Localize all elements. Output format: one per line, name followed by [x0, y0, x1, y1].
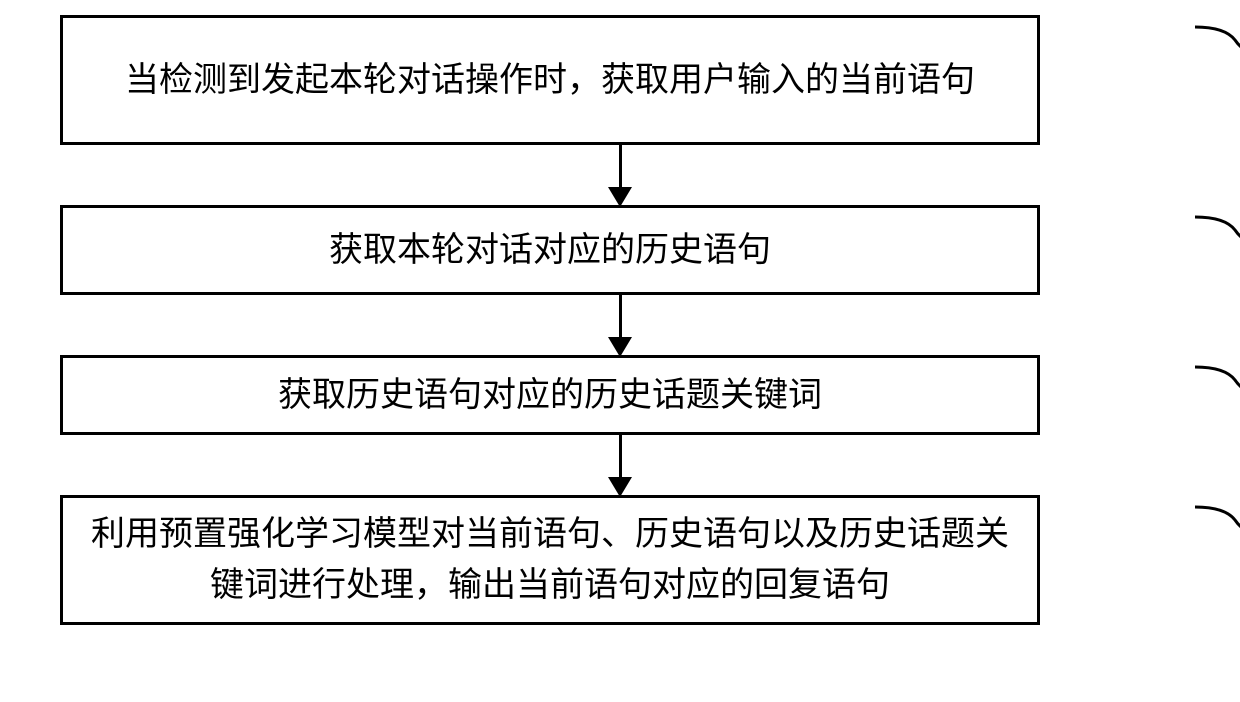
flow-step-3: 获取历史语句对应的历史话题关键词 [60, 355, 1040, 435]
flow-step-4-text: 利用预置强化学习模型对当前语句、历史语句以及历史话题关键词进行处理，输出当前语句… [83, 509, 1017, 611]
step-label-2: 102 [1195, 205, 1240, 255]
flow-step-2-text: 获取本轮对话对应的历史语句 [329, 225, 771, 276]
step-label-4: 104 [1195, 495, 1240, 545]
arrow-2-3 [60, 295, 1180, 355]
step-label-1: 101 [1195, 15, 1240, 65]
curve-connector-icon [1195, 205, 1240, 255]
flow-step-1: 当检测到发起本轮对话操作时，获取用户输入的当前语句 [60, 15, 1040, 145]
flow-step-1-text: 当检测到发起本轮对话操作时，获取用户输入的当前语句 [125, 55, 975, 106]
curve-connector-icon [1195, 15, 1240, 65]
arrow-1-2 [60, 145, 1180, 205]
arrow-3-4 [60, 435, 1180, 495]
flow-step-4: 利用预置强化学习模型对当前语句、历史语句以及历史话题关键词进行处理，输出当前语句… [60, 495, 1040, 625]
curve-connector-icon [1195, 495, 1240, 545]
step-label-3: 103 [1195, 355, 1240, 405]
flow-step-3-text: 获取历史语句对应的历史话题关键词 [278, 370, 822, 421]
curve-connector-icon [1195, 355, 1240, 405]
flow-step-2: 获取本轮对话对应的历史语句 [60, 205, 1040, 295]
